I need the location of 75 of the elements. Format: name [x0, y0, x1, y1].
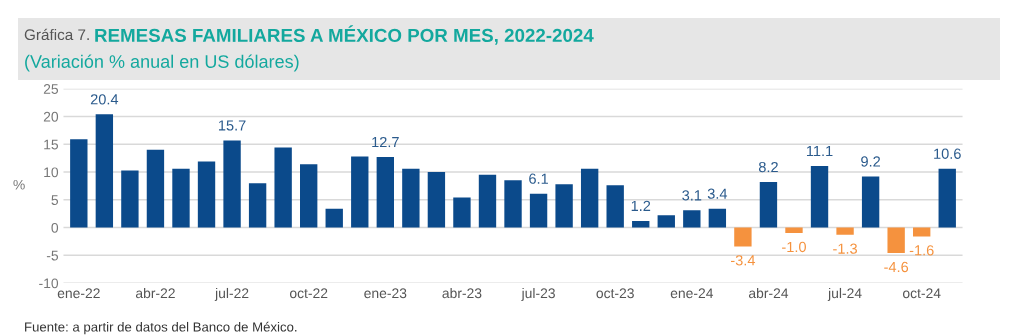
x-tick-label: abr-22	[135, 287, 175, 299]
data-label: 10.6	[934, 148, 961, 159]
bar	[785, 227, 803, 234]
bar	[810, 165, 829, 228]
y-tick-label: 5	[51, 195, 59, 205]
x-tick-label: jul-22	[214, 287, 249, 301]
data-label: 15.7	[218, 120, 246, 131]
bar	[376, 157, 394, 228]
bar	[759, 182, 778, 228]
y-tick-label: 20	[43, 111, 59, 122]
bar	[478, 174, 497, 228]
x-tick-label: ene-23	[364, 288, 407, 299]
bar	[683, 210, 701, 228]
y-tick-label: 25	[43, 84, 59, 94]
bar	[708, 208, 727, 228]
y-tick-label: 0	[51, 222, 59, 233]
x-tick-label: oct-23	[596, 288, 634, 299]
bar	[861, 176, 880, 228]
bar	[887, 227, 905, 254]
data-label: -4.6	[884, 261, 909, 273]
data-label: 8.2	[758, 161, 778, 173]
text: Gráfica 7.	[24, 28, 89, 41]
x-tick-label: abr-23	[442, 287, 482, 299]
data-label: 3.1	[682, 190, 702, 201]
x-tick-label: oct-24	[902, 288, 941, 299]
x-tick-label: oct-22	[289, 288, 328, 299]
chart-subtitle: (Variación % anual en US dólares)	[25, 54, 299, 72]
bar	[223, 140, 241, 228]
bar	[632, 220, 650, 228]
bar	[121, 170, 139, 228]
bar	[453, 197, 471, 228]
bar	[70, 139, 88, 228]
y-tick-label: -5	[46, 250, 59, 261]
bar	[504, 180, 522, 228]
data-label: 9.2	[861, 156, 881, 167]
bar	[95, 114, 114, 228]
data-label: -1.6	[909, 245, 934, 256]
bar	[529, 193, 548, 228]
bar	[938, 168, 956, 228]
bar	[351, 156, 369, 228]
bar	[172, 168, 190, 228]
bar	[146, 149, 165, 228]
bar	[580, 168, 599, 228]
bar	[274, 147, 292, 228]
data-label: 20.4	[90, 94, 119, 105]
y-axis-title: %	[13, 179, 25, 190]
x-tick-label: abr-24	[748, 287, 789, 299]
y-tick-label: -10	[39, 278, 59, 289]
data-label: 12.7	[372, 136, 399, 148]
x-tick-label: ene-22	[57, 288, 100, 299]
data-label: -1.0	[782, 241, 806, 253]
y-tick-label: 10	[44, 167, 59, 178]
data-label: 6.1	[529, 173, 548, 184]
bar	[248, 183, 267, 228]
bar	[325, 208, 343, 228]
bar	[402, 168, 420, 228]
bar	[836, 227, 854, 235]
x-tick-label: ene-24	[670, 288, 714, 299]
bar	[734, 227, 752, 247]
data-label: 11.1	[806, 145, 833, 156]
data-label: 3.4	[707, 188, 728, 199]
bar	[606, 185, 624, 228]
bar	[657, 215, 675, 228]
bar	[555, 184, 573, 228]
y-tick-label: 15	[44, 139, 59, 150]
chart-title: REMESAS FAMILIARES A MÉXICO POR MES, 2022-2024	[95, 25, 594, 45]
bar	[197, 161, 216, 228]
x-tick-label: jul-23	[521, 287, 555, 301]
data-label: -3.4	[730, 255, 756, 266]
bar	[427, 172, 446, 228]
source-note: Fuente: a partir de datos del Banco de México.	[25, 321, 297, 335]
data-label: -1.3	[833, 243, 857, 254]
x-tick-label: jul-24	[827, 287, 862, 301]
data-label: 1.2	[631, 200, 651, 211]
bar	[300, 164, 318, 228]
